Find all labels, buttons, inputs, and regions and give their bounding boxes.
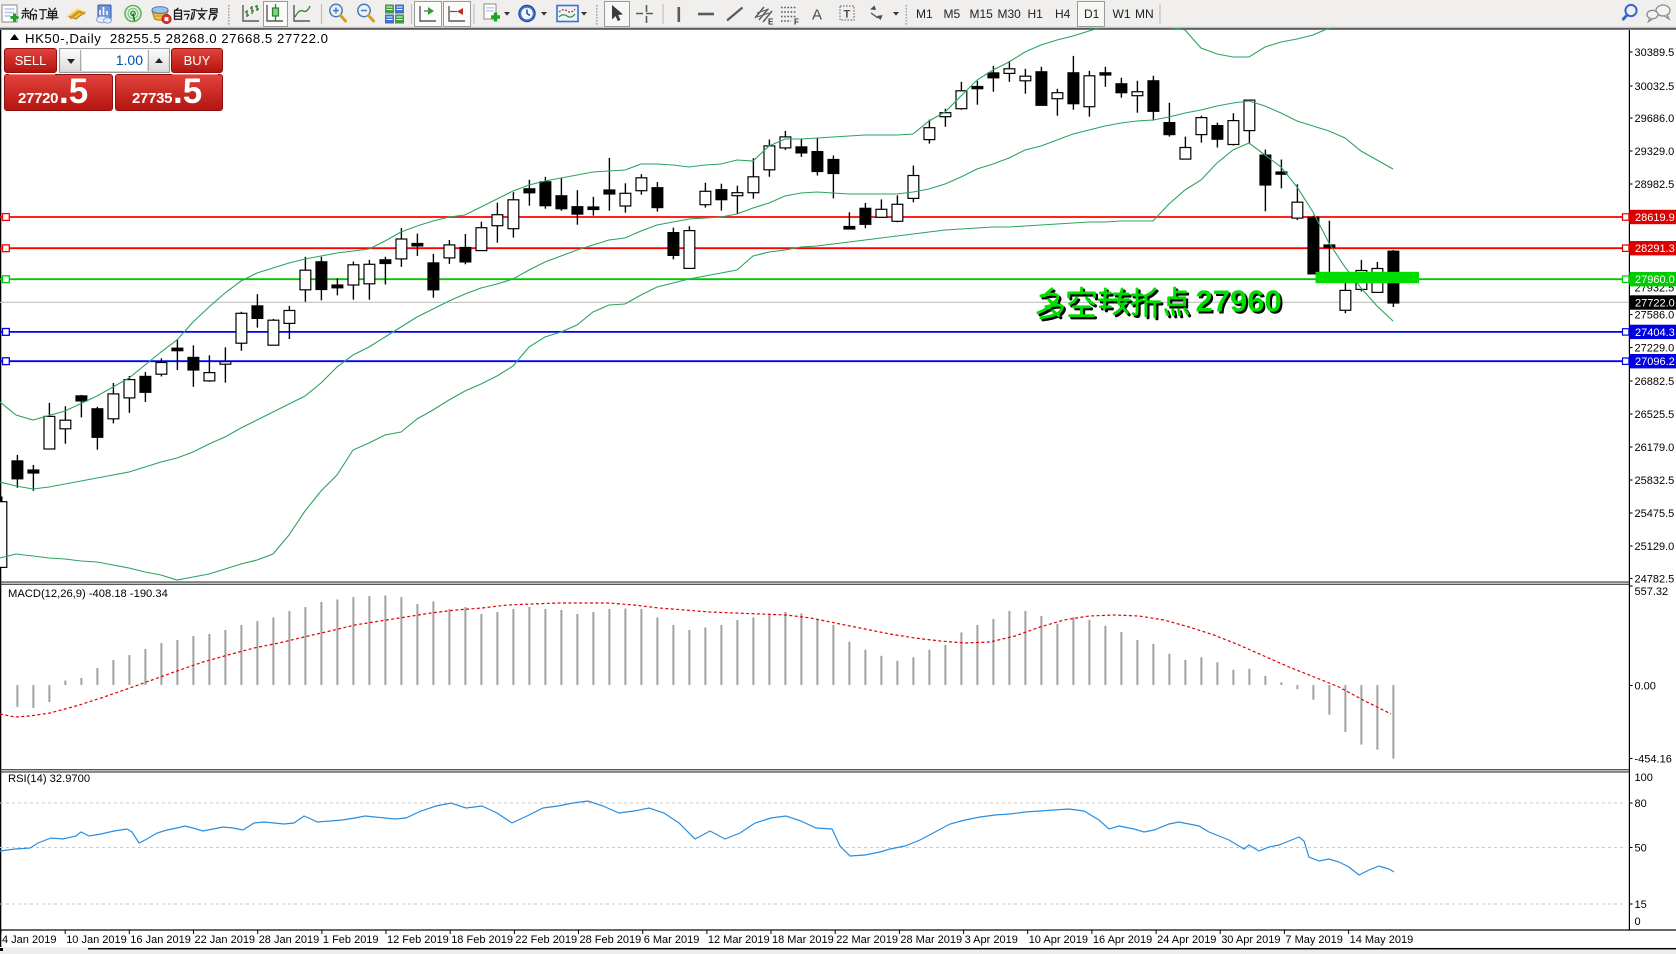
svg-text:30 Apr 2019: 30 Apr 2019 (1221, 934, 1280, 946)
svg-text:7 May 2019: 7 May 2019 (1285, 934, 1342, 946)
svg-text:H1: H1 (1028, 7, 1044, 21)
svg-text:HK50-,Daily 28255.5 28268.0 2: HK50-,Daily 28255.5 28268.0 27668.5 2772… (25, 31, 329, 46)
svg-text:10 Apr 2019: 10 Apr 2019 (1029, 934, 1088, 946)
svg-text:-454.16: -454.16 (1635, 754, 1672, 766)
svg-text:16 Jan 2019: 16 Jan 2019 (130, 934, 191, 946)
svg-text:0.00: 0.00 (1635, 681, 1656, 693)
svg-text:25475.5: 25475.5 (1635, 508, 1675, 520)
svg-text:28 Mar 2019: 28 Mar 2019 (900, 934, 962, 946)
svg-text:27960: 27960 (1196, 284, 1282, 319)
svg-text:27229.0: 27229.0 (1635, 343, 1675, 355)
svg-text:W1: W1 (1113, 7, 1131, 21)
svg-text:24 Apr 2019: 24 Apr 2019 (1157, 934, 1216, 946)
svg-text:28 Feb 2019: 28 Feb 2019 (580, 934, 642, 946)
svg-text:A: A (812, 7, 822, 24)
svg-text:15: 15 (1635, 899, 1647, 911)
svg-text:6 Mar 2019: 6 Mar 2019 (644, 934, 700, 946)
svg-text:25832.5: 25832.5 (1635, 475, 1675, 487)
svg-text:28982.5: 28982.5 (1635, 179, 1675, 191)
svg-text:M15: M15 (970, 7, 994, 21)
svg-text:27096.2: 27096.2 (1635, 356, 1675, 368)
svg-text:M5: M5 (944, 7, 961, 21)
svg-text:26525.5: 26525.5 (1635, 409, 1675, 421)
svg-text:27722.0: 27722.0 (1635, 298, 1675, 310)
svg-text:100: 100 (1635, 772, 1653, 784)
svg-text:10 Jan 2019: 10 Jan 2019 (66, 934, 127, 946)
svg-text:H4: H4 (1055, 7, 1071, 21)
svg-text:80: 80 (1635, 798, 1647, 810)
svg-text:16 Apr 2019: 16 Apr 2019 (1093, 934, 1152, 946)
svg-text:30032.5: 30032.5 (1635, 81, 1675, 93)
svg-text:22 Jan 2019: 22 Jan 2019 (195, 934, 256, 946)
svg-text:29329.0: 29329.0 (1635, 146, 1675, 158)
svg-text:F: F (794, 18, 799, 27)
svg-text:M1: M1 (916, 7, 933, 21)
svg-text:18 Mar 2019: 18 Mar 2019 (772, 934, 834, 946)
svg-text:50: 50 (1635, 843, 1647, 855)
svg-text:M30: M30 (998, 7, 1022, 21)
svg-text:28619.9: 28619.9 (1635, 212, 1675, 224)
svg-text:0: 0 (1635, 916, 1641, 928)
svg-text:27960: 27960 (1198, 286, 1284, 321)
svg-text:27404.3: 27404.3 (1635, 327, 1675, 339)
svg-text:4 Jan 2019: 4 Jan 2019 (2, 934, 56, 946)
svg-text:12 Feb 2019: 12 Feb 2019 (387, 934, 449, 946)
svg-text:557.32: 557.32 (1635, 586, 1669, 598)
svg-text:3 Apr 2019: 3 Apr 2019 (965, 934, 1018, 946)
svg-text:MN: MN (1135, 7, 1154, 21)
svg-text:22 Feb 2019: 22 Feb 2019 (515, 934, 577, 946)
svg-text:26882.5: 26882.5 (1635, 376, 1675, 388)
svg-text:MACD(12,26,9) -408.18 -190.34: MACD(12,26,9) -408.18 -190.34 (8, 588, 168, 600)
svg-text:12 Mar 2019: 12 Mar 2019 (708, 934, 770, 946)
svg-text:28 Jan 2019: 28 Jan 2019 (259, 934, 320, 946)
svg-text:E: E (768, 18, 774, 27)
svg-text:22 Mar 2019: 22 Mar 2019 (836, 934, 898, 946)
svg-text:T: T (844, 9, 851, 21)
svg-text:D1: D1 (1084, 7, 1100, 21)
svg-text:30389.5: 30389.5 (1635, 47, 1675, 59)
svg-text:24782.5: 24782.5 (1635, 574, 1675, 586)
svg-text:26179.0: 26179.0 (1635, 442, 1675, 454)
svg-text:14 May 2019: 14 May 2019 (1350, 934, 1414, 946)
svg-text:25129.0: 25129.0 (1635, 541, 1675, 553)
svg-text:28291.3: 28291.3 (1635, 243, 1675, 255)
svg-text:1 Feb 2019: 1 Feb 2019 (323, 934, 379, 946)
svg-text:18 Feb 2019: 18 Feb 2019 (451, 934, 513, 946)
svg-text:29686.0: 29686.0 (1635, 113, 1675, 125)
svg-text:27960.0: 27960.0 (1635, 274, 1675, 286)
svg-text:27586.0: 27586.0 (1635, 310, 1675, 322)
svg-text:RSI(14) 32.9700: RSI(14) 32.9700 (8, 773, 90, 785)
